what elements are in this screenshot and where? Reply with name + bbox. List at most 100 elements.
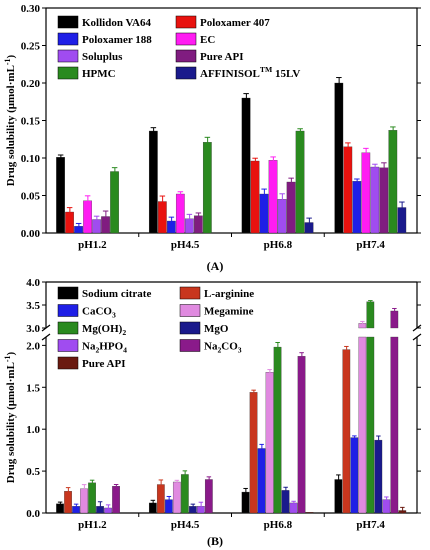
legend-swatch (179, 286, 201, 300)
y-tick-label: 4.0 (26, 277, 40, 289)
bar (265, 372, 274, 514)
bar (295, 130, 305, 234)
legend-label: CaCO3 (82, 306, 116, 320)
x-tick-label: pH7.4 (356, 519, 385, 531)
bar (110, 171, 119, 234)
bar (249, 392, 258, 514)
y-tick-label: 0.25 (21, 41, 41, 53)
bar-lower-part (358, 336, 367, 514)
legend-label: EC (200, 34, 215, 46)
bar (281, 490, 290, 514)
legend-label: Soluplus (82, 51, 123, 63)
legend-label: L-arginine (204, 288, 254, 300)
bar (342, 349, 351, 514)
legend-swatch (57, 49, 79, 63)
legend-swatch (175, 66, 197, 80)
legend-swatch (57, 339, 79, 352)
bar (259, 193, 269, 234)
bar (350, 437, 359, 514)
bar (286, 181, 296, 234)
axis-break-mark (412, 333, 422, 341)
bar (388, 130, 398, 234)
bar (273, 346, 282, 514)
bar (352, 181, 362, 234)
panel-a-chart: 0.00 0.05 0.10 0.15 0.20 0.25 0.30 Drug solubil… (3, 3, 421, 273)
axis-break-mark (41, 333, 51, 341)
y-tick-label: 2.0 (26, 340, 40, 352)
legend-swatch (179, 339, 201, 352)
bar (343, 146, 353, 234)
legend-label: Na2HPO4 (82, 341, 127, 355)
bar (148, 130, 158, 234)
legend-label: Megamine (204, 306, 254, 318)
x-tick-label: pH6.8 (264, 239, 293, 251)
legend-label: Kollidon VA64 (82, 17, 151, 29)
y-axis-title: Drug solubility (μmol·mL-1) (3, 54, 17, 186)
bar (334, 82, 344, 234)
x-tick-label: pH1.2 (78, 239, 107, 251)
bar (305, 512, 314, 514)
y-tick-label: 0.15 (21, 116, 41, 128)
bar (257, 448, 266, 514)
x-tick-label: pH7.4 (356, 239, 385, 251)
y-tick-label: 0.05 (21, 191, 41, 203)
panel-label: (B) (207, 534, 223, 548)
bar (361, 152, 371, 234)
bar (172, 481, 181, 514)
x-tick-label: pH1.2 (78, 519, 107, 531)
y-tick-label: 3.5 (26, 300, 40, 312)
panel-label: (A) (207, 259, 224, 273)
y-tick-label: 0.30 (21, 3, 41, 15)
y-tick-label: 0.00 (21, 228, 41, 240)
panel-b-chart: 3.0 3.5 4.0 0.0 0.5 1.0 1.5 2.0 Drug solubility … (3, 277, 422, 548)
bar-upper-part (366, 301, 375, 329)
y-tick-label: 0.20 (21, 78, 41, 90)
legend-swatch (57, 304, 79, 317)
legend-swatch (57, 356, 79, 370)
y-tick-label: 0.5 (26, 466, 40, 478)
y-tick-label: 3.0 (26, 323, 40, 335)
legend-label: Sodium citrate (82, 288, 151, 300)
y-tick-label: 0.0 (26, 508, 40, 520)
bar (88, 482, 96, 514)
legend-swatch (57, 66, 79, 80)
legend-swatch (57, 32, 79, 46)
legend-swatch (175, 15, 197, 29)
y-tick-label: 0.10 (21, 153, 41, 165)
y-axis-title: Drug solubility (μmol·mL-1) (3, 351, 17, 483)
bar (112, 486, 120, 514)
legend-swatch (57, 286, 79, 300)
x-tick-label: pH4.5 (171, 239, 200, 251)
bar (250, 160, 260, 234)
legend-swatch (57, 15, 79, 29)
bar (241, 97, 251, 234)
bar (202, 142, 212, 234)
legend-label: AFFINISOLTM 15LV (200, 65, 300, 80)
bar (56, 157, 65, 234)
legend-label: Pure API (200, 51, 244, 63)
legend-swatch (175, 32, 197, 46)
legend-swatch (179, 321, 201, 335)
bar-lower-part (390, 336, 399, 514)
bar (370, 166, 380, 234)
legend-label: MgO (204, 323, 229, 335)
legend-label: Poloxamer 188 (82, 34, 152, 46)
legend-label: Mg(OH)2 (82, 323, 126, 337)
legend-label: HPMC (82, 68, 116, 80)
bar (175, 193, 185, 234)
bar (379, 167, 389, 234)
x-tick-label: pH6.8 (264, 519, 293, 531)
bar (374, 439, 383, 514)
bar-upper-part (390, 310, 399, 329)
y-tick-label: 1.0 (26, 424, 40, 436)
legend-swatch (57, 321, 79, 335)
bar (334, 479, 343, 514)
bar-lower-part (366, 336, 375, 514)
bar (204, 479, 213, 514)
bar (268, 160, 278, 234)
x-tick-label: pH4.5 (171, 519, 200, 531)
legend-label: Pure API (82, 358, 126, 370)
legend-label: Na2CO3 (204, 341, 242, 355)
legend-swatch (179, 304, 201, 317)
